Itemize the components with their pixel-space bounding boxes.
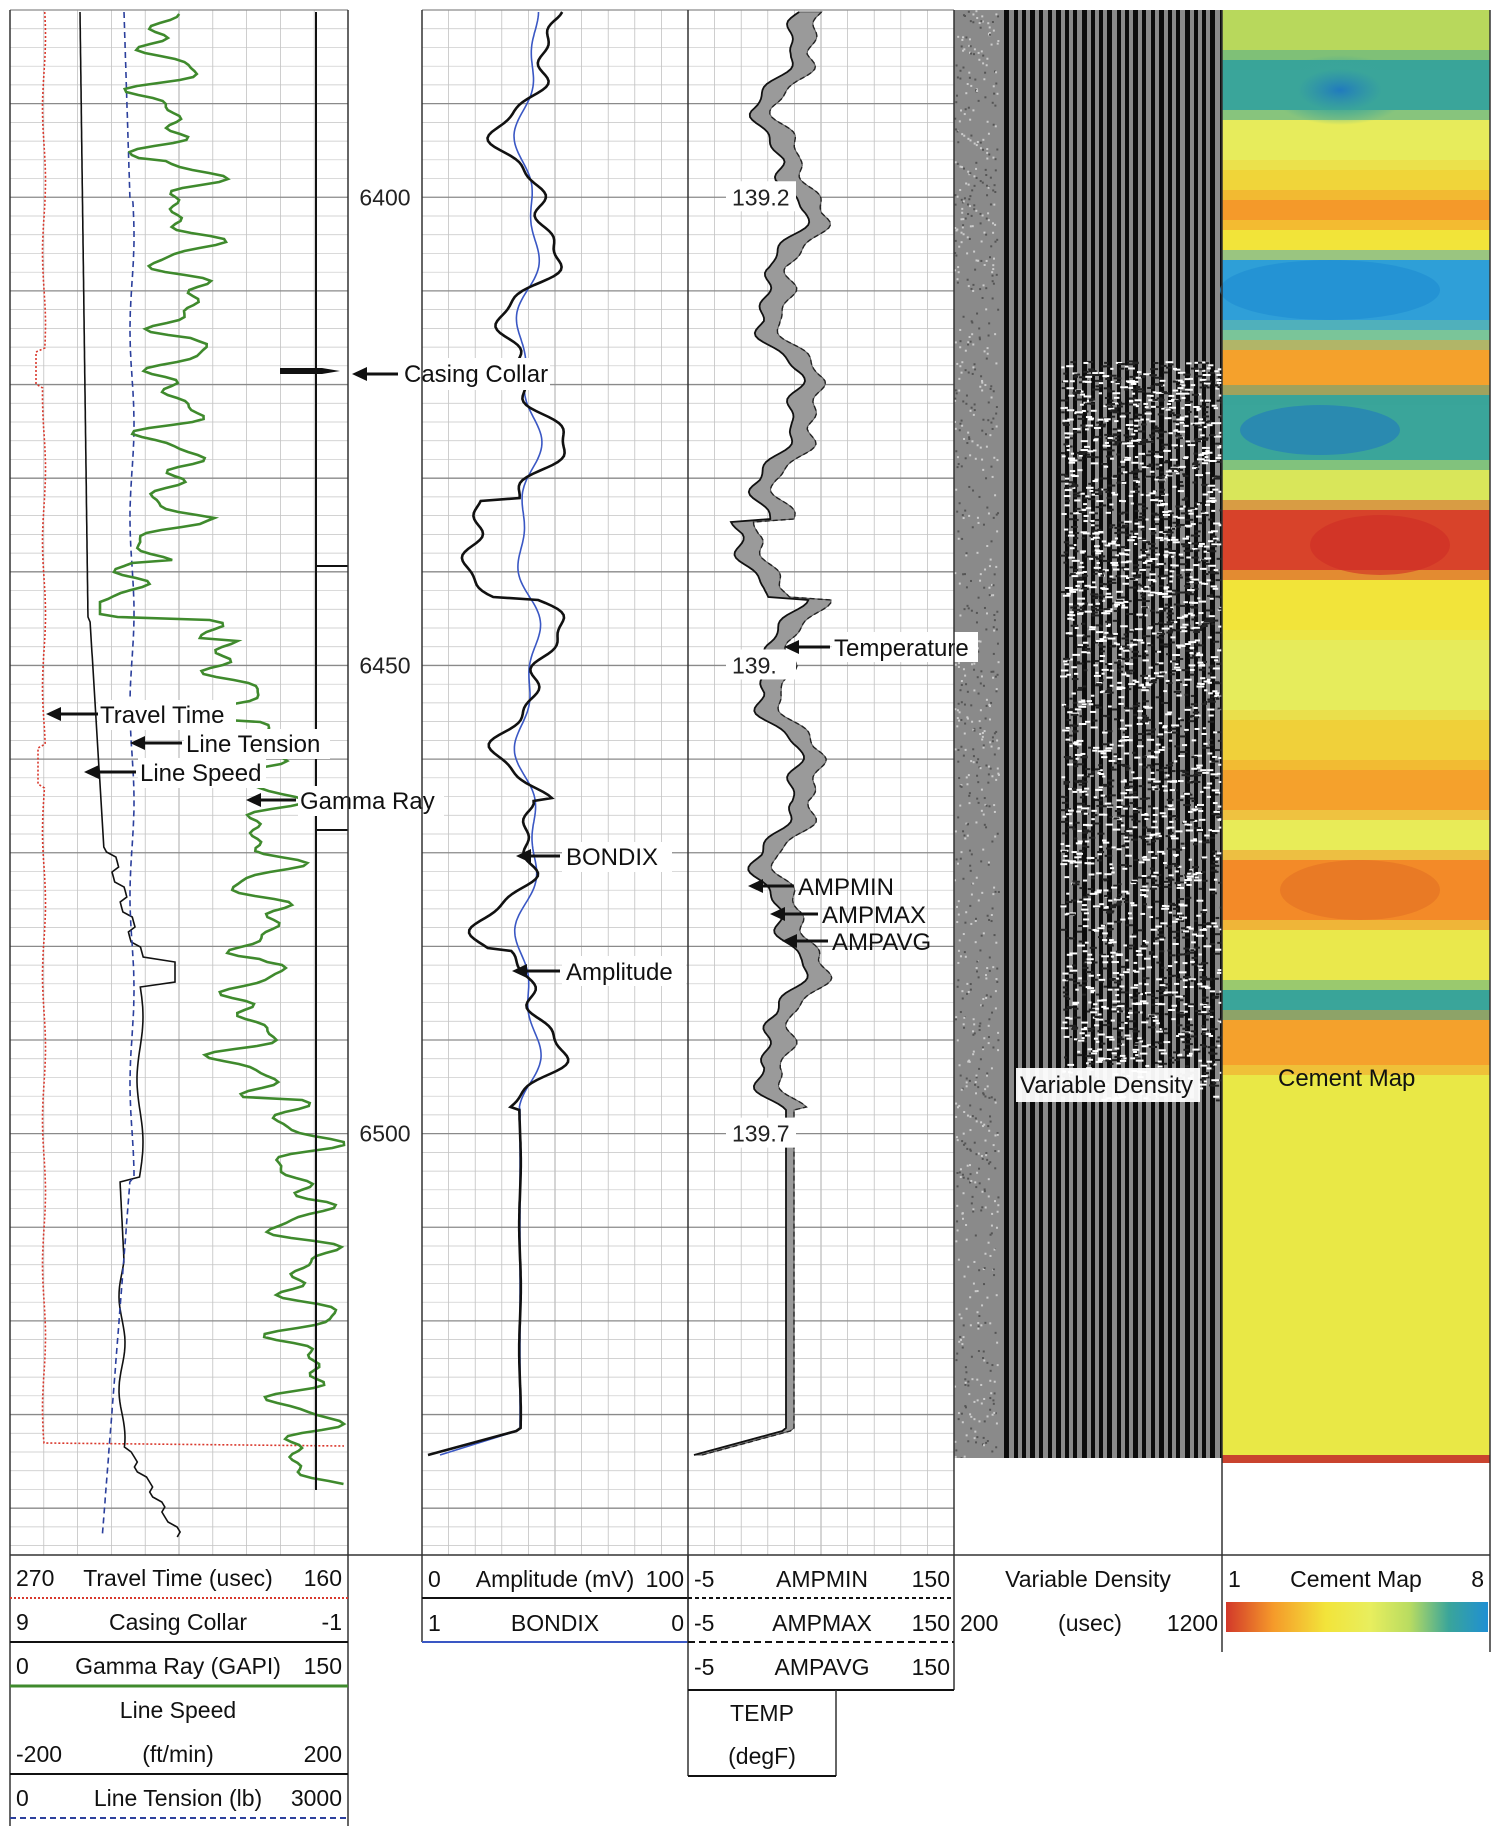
temperature-value-label: 139. xyxy=(732,652,777,678)
amp-name: Amplitude (mV) xyxy=(476,1566,634,1592)
depth-tick-label: 6450 xyxy=(359,652,410,678)
vd-left: 200 xyxy=(960,1610,998,1636)
line-tension-label: Line Tension xyxy=(186,731,320,758)
line-tension-curve xyxy=(101,11,135,1538)
cm-left: 1 xyxy=(1228,1566,1241,1592)
vd-right: 1200 xyxy=(1167,1610,1218,1636)
ampmax-label: AMPMAX xyxy=(822,902,926,929)
track-borders xyxy=(9,10,1491,1555)
ampmin-left: -5 xyxy=(694,1566,714,1592)
temperature-annotation: Temperature xyxy=(784,632,978,662)
casing-collar-label: Casing Collar xyxy=(404,361,548,388)
cm-name: Cement Map xyxy=(1290,1566,1422,1592)
tt-right: 160 xyxy=(304,1565,342,1591)
ampmax-left: -5 xyxy=(694,1610,714,1636)
gamma-ray-annotation: Gamma Ray xyxy=(246,786,444,816)
ampmin-annotation: AMPMIN xyxy=(748,874,894,901)
ampmax-name: AMPMAX xyxy=(772,1610,872,1636)
bondix-right: 0 xyxy=(671,1610,684,1636)
ampavg-right: 150 xyxy=(912,1654,950,1680)
temperature-value-label: 139.7 xyxy=(732,1121,790,1147)
amplitude-annotation: Amplitude xyxy=(512,956,686,986)
cement-map-label: Cement Map xyxy=(1278,1065,1415,1092)
lt-left: 0 xyxy=(16,1785,29,1811)
lt-name: Line Tension (lb) xyxy=(94,1785,262,1811)
gr-left: 0 xyxy=(16,1653,29,1679)
ampmin-curve xyxy=(693,11,811,1456)
gamma-ray-label: Gamma Ray xyxy=(300,788,435,815)
amplitude-label: Amplitude xyxy=(566,959,673,986)
line-speed-label: Line Speed xyxy=(140,760,261,787)
log-header: 270 Travel Time (usec) 160 9 Casing Coll… xyxy=(9,1554,1491,1826)
header-track-4: Variable Density 200 (usec) 1200 xyxy=(960,1555,1223,1652)
amp-left: 0 xyxy=(428,1566,441,1592)
header-track-5: 1 Cement Map 8 xyxy=(1226,1555,1491,1652)
header-track-3: -5 AMPMIN 150 -5 AMPMAX 150 -5 AMPAVG 15… xyxy=(687,1555,955,1777)
travel-time-curve xyxy=(35,11,345,1447)
bondix-annotation: BONDIX xyxy=(516,842,672,872)
ampavg-label: AMPAVG xyxy=(832,929,931,956)
ls-left: -200 xyxy=(16,1741,62,1767)
header-track-1: 270 Travel Time (usec) 160 9 Casing Coll… xyxy=(9,1555,349,1826)
tt-left: 270 xyxy=(16,1565,54,1591)
amp-right: 100 xyxy=(646,1566,684,1592)
casing-collar-annotation: Casing Collar xyxy=(352,358,550,390)
travel-time-label: Travel Time xyxy=(100,702,224,729)
depth-tick-label: 6400 xyxy=(359,184,410,210)
cement-map-image xyxy=(1220,10,1490,1555)
tt-name: Travel Time (usec) xyxy=(83,1565,273,1591)
track-1-grid xyxy=(10,9,348,1555)
cement-map-scale xyxy=(1226,1602,1488,1632)
gr-right: 150 xyxy=(304,1653,342,1679)
depth-labels-1: 6400 6450 6500 xyxy=(352,181,418,1148)
temp-unit: (degF) xyxy=(728,1743,796,1769)
ampavg-annotation: AMPAVG xyxy=(782,929,931,956)
line-speed-annotation: Line Speed xyxy=(84,758,266,788)
ampmin-label: AMPMIN xyxy=(798,874,894,901)
ampmin-right: 150 xyxy=(912,1566,950,1592)
temperature-label: Temperature xyxy=(834,635,969,662)
cement-map-annotation: Cement Map xyxy=(1278,1065,1415,1092)
ampmax-curve xyxy=(701,11,833,1456)
ls-right: 200 xyxy=(304,1741,342,1767)
ampmax-annotation: AMPMAX xyxy=(770,902,926,929)
bondix-curve xyxy=(439,11,543,1456)
travel-time-annotation: Travel Time xyxy=(46,700,236,730)
vd-name: Variable Density xyxy=(1005,1566,1171,1592)
variable-density-image xyxy=(954,10,1228,1555)
variable-density-annotation: Variable Density xyxy=(1016,1068,1200,1102)
temp-name: TEMP xyxy=(730,1700,794,1726)
amplitude-curve xyxy=(427,11,570,1457)
ampmin-name: AMPMIN xyxy=(776,1566,868,1592)
ampavg-name: AMPAVG xyxy=(775,1654,870,1680)
cc-left: 9 xyxy=(16,1609,29,1635)
line-speed-curve xyxy=(79,11,182,1538)
bondix-label: BONDIX xyxy=(566,844,658,871)
cc-right: -1 xyxy=(322,1609,342,1635)
line-tension-annotation: Line Tension xyxy=(130,729,330,759)
cc-name: Casing Collar xyxy=(109,1609,247,1635)
ampavg-left: -5 xyxy=(694,1654,714,1680)
variable-density-label: Variable Density xyxy=(1020,1072,1193,1099)
ampmax-right: 150 xyxy=(912,1610,950,1636)
temperature-labels: 139.2 139. 139.7 xyxy=(726,181,796,1148)
depth-tick-label: 6500 xyxy=(359,1121,410,1147)
cm-right: 8 xyxy=(1471,1566,1484,1592)
annotations: Casing Collar Travel Time Line Tension L… xyxy=(46,358,1415,1102)
ls-unit: (ft/min) xyxy=(142,1741,214,1767)
track-2-grid xyxy=(422,9,688,1555)
lt-right: 3000 xyxy=(291,1785,342,1811)
header-track-2: 0 Amplitude (mV) 100 1 BONDIX 0 xyxy=(421,1555,689,1643)
gr-name: Gamma Ray (GAPI) xyxy=(75,1653,281,1679)
track-3-grid xyxy=(688,9,954,1555)
ls-name: Line Speed xyxy=(120,1697,236,1723)
temperature-value-label: 139.2 xyxy=(732,184,790,210)
bondix-name: BONDIX xyxy=(511,1610,599,1636)
bondix-left: 1 xyxy=(428,1610,441,1636)
vd-unit: (usec) xyxy=(1058,1610,1122,1636)
